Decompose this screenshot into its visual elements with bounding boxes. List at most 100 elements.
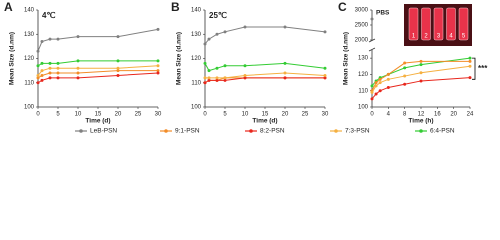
data-point — [243, 25, 247, 29]
y-tick-label: 140 — [191, 8, 202, 14]
data-point — [156, 69, 160, 73]
x-tick-label: 25 — [135, 112, 142, 118]
y-axis-label: Mean Size (d.nm) — [343, 32, 350, 85]
y-tick-label: 100 — [191, 105, 202, 111]
data-point — [56, 71, 60, 75]
data-point — [215, 66, 219, 70]
x-tick-label: 15 — [95, 112, 102, 118]
x-tick-label: 20 — [450, 112, 457, 118]
data-point — [156, 71, 160, 75]
panel-title: 4℃ — [42, 11, 55, 20]
data-point — [36, 49, 40, 53]
series-line — [205, 72, 326, 79]
data-point — [323, 30, 327, 34]
axis-break — [368, 38, 376, 43]
legend-label: 6:4-PSN — [430, 128, 455, 135]
x-axis-label: Time (d) — [252, 118, 277, 125]
y-axis-label: Mean Size (d.nm) — [176, 32, 183, 85]
y-tick-label: 130 — [191, 32, 202, 38]
y-tick-label: 100 — [358, 105, 369, 111]
data-point — [156, 27, 160, 31]
significance-bracket — [472, 57, 476, 80]
data-point — [207, 76, 211, 80]
data-point — [76, 59, 80, 63]
data-point — [48, 76, 52, 80]
data-point — [203, 81, 207, 85]
data-point — [215, 78, 219, 82]
data-point — [203, 76, 207, 80]
panel-label: C — [338, 0, 347, 14]
vial — [421, 7, 431, 41]
y-tick-label: 120 — [191, 56, 202, 62]
data-point — [323, 66, 327, 70]
x-tick-label: 5 — [56, 112, 60, 118]
data-point — [243, 76, 247, 80]
data-point — [76, 76, 80, 80]
inset-photo: 1 2 3 4 5 — [404, 4, 472, 46]
data-point — [370, 84, 374, 88]
legend-label: 7:3-PSN — [345, 128, 370, 135]
y-tick-label: 2500 — [355, 23, 369, 29]
data-point — [283, 61, 287, 65]
data-point — [403, 66, 407, 70]
axis-break — [368, 47, 376, 52]
x-tick-label: 25 — [302, 112, 309, 118]
data-point — [283, 76, 287, 80]
data-point — [419, 63, 423, 67]
x-tick-label: 12 — [418, 112, 425, 118]
y-tick-label: 3000 — [355, 8, 369, 14]
x-tick-label: 0 — [370, 112, 374, 118]
data-point — [36, 81, 40, 85]
data-point — [283, 25, 287, 29]
x-tick-label: 0 — [203, 112, 207, 118]
data-point — [116, 59, 120, 63]
panel-label: A — [4, 0, 13, 14]
data-point — [76, 71, 80, 75]
legend-label: LeB-PSN — [90, 128, 117, 135]
significance: *** — [478, 64, 488, 73]
data-point — [223, 30, 227, 34]
y-tick-label: 120 — [358, 72, 369, 78]
data-point — [207, 69, 211, 73]
data-point — [215, 32, 219, 36]
x-tick-label: 24 — [467, 112, 474, 118]
data-point — [40, 40, 44, 44]
x-tick-label: 0 — [36, 112, 40, 118]
data-point — [386, 72, 390, 76]
data-point — [243, 64, 247, 68]
panel-label: B — [171, 0, 180, 14]
legend-marker — [334, 129, 338, 133]
data-point — [40, 61, 44, 65]
data-point — [386, 85, 390, 89]
data-point — [48, 66, 52, 70]
series-label: PBS — [376, 10, 390, 17]
y-tick-label: 110 — [191, 80, 201, 86]
x-tick-label: 16 — [434, 112, 441, 118]
vial — [433, 7, 444, 41]
y-tick-label: 2000 — [355, 38, 369, 44]
data-point — [243, 73, 247, 77]
data-point — [370, 97, 374, 101]
y-tick-label: 130 — [358, 56, 369, 62]
data-point — [76, 66, 80, 70]
data-point — [468, 56, 472, 60]
data-point — [323, 76, 327, 80]
legend-marker — [164, 129, 168, 133]
x-axis-label: Time (h) — [408, 118, 433, 125]
data-point — [374, 81, 378, 85]
legend-label: 9:1-PSN — [175, 128, 200, 135]
inset-label: 1 — [412, 34, 416, 40]
data-point — [468, 64, 472, 68]
series-line — [204, 26, 326, 45]
data-point — [48, 71, 52, 75]
data-point — [116, 69, 120, 73]
data-point — [374, 84, 378, 88]
y-axis-label: Mean Size (d.nm) — [9, 32, 16, 85]
data-point — [56, 61, 60, 65]
data-point — [283, 71, 287, 75]
y-tick-label: 110 — [24, 80, 34, 86]
data-point — [378, 77, 382, 81]
data-point — [116, 35, 120, 39]
series-line — [37, 60, 158, 67]
